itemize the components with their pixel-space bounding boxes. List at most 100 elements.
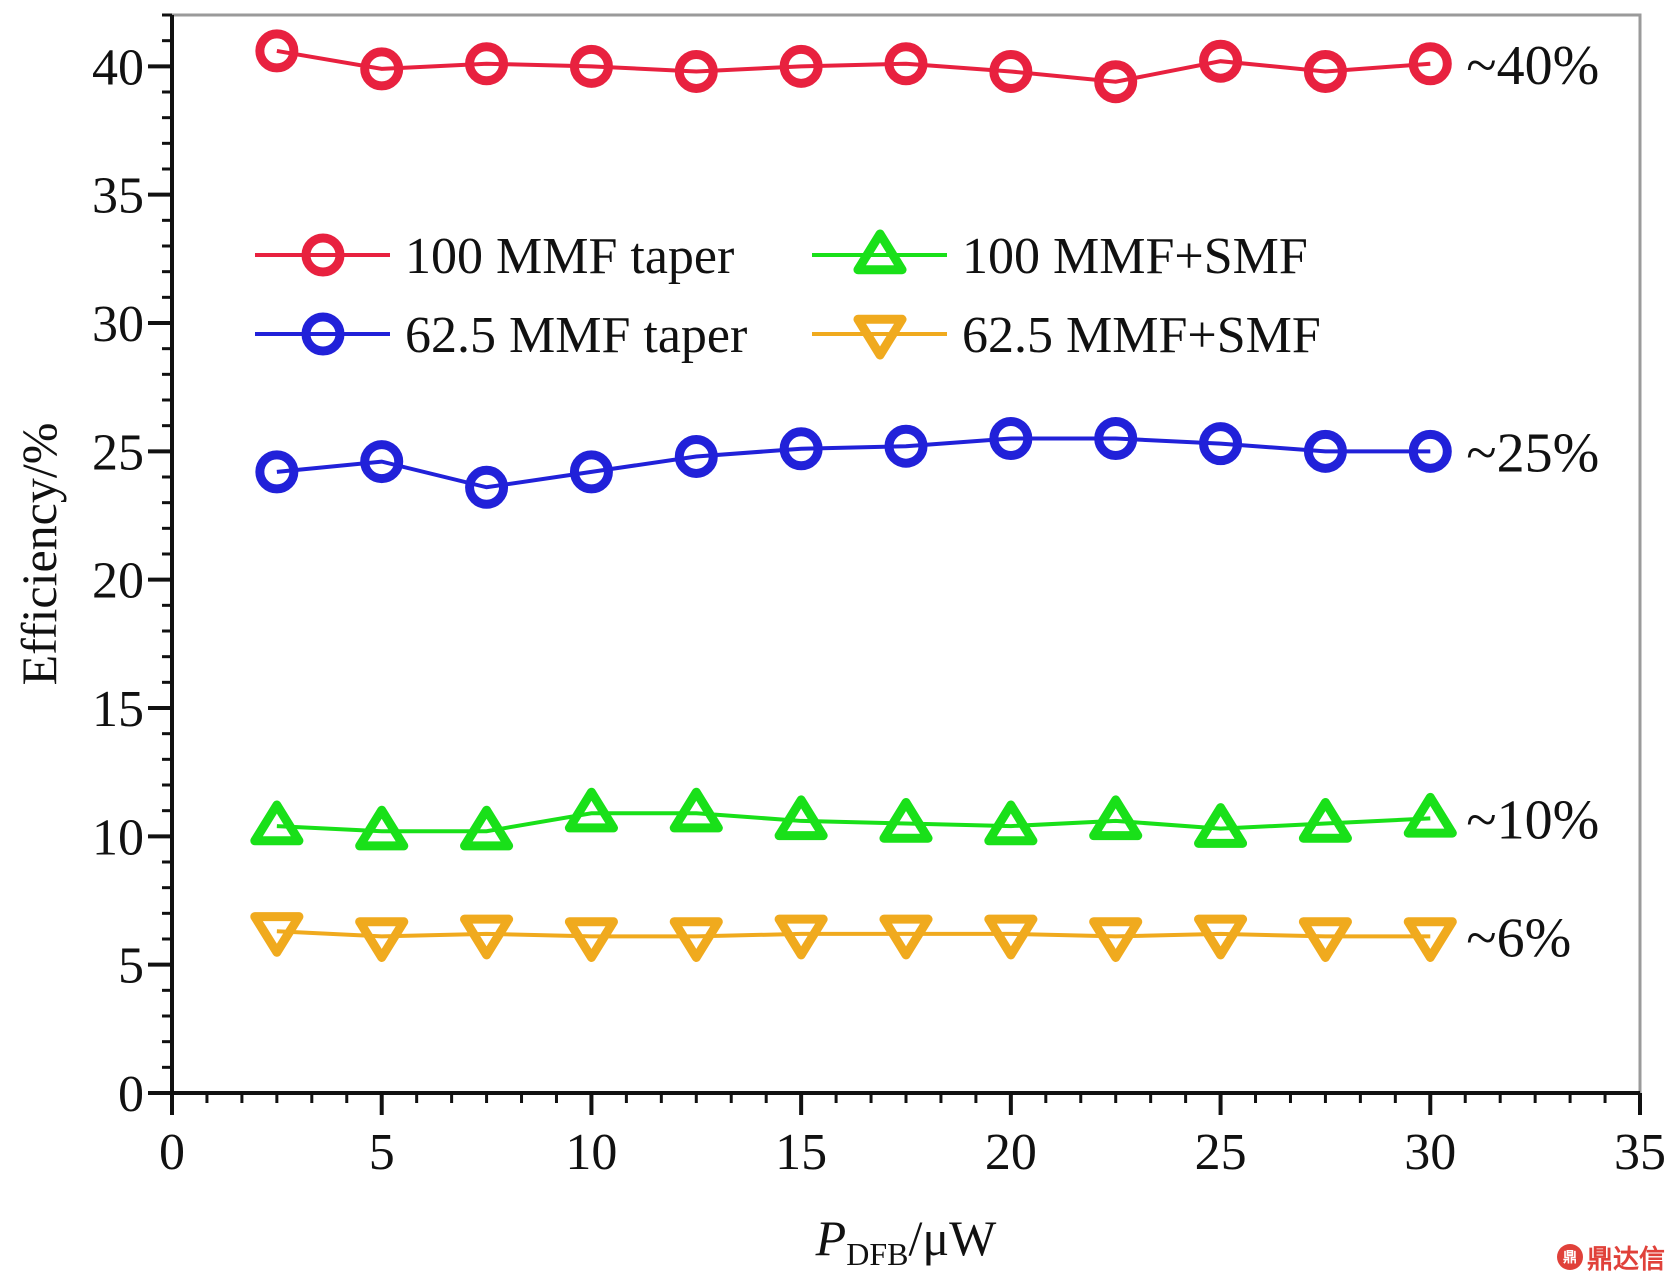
series-line bbox=[276, 48, 1431, 84]
x-tick-label: 0 bbox=[159, 1124, 185, 1181]
series-1 bbox=[255, 417, 1452, 509]
plot-frame bbox=[170, 13, 1642, 1095]
watermark-icon: 鼎 bbox=[1556, 1244, 1583, 1270]
data-point bbox=[1089, 917, 1143, 962]
data-point bbox=[360, 47, 404, 91]
legend-marker bbox=[853, 314, 907, 360]
data-point bbox=[879, 914, 933, 960]
series-annotation: ~25% bbox=[1466, 422, 1599, 484]
data-point bbox=[1199, 39, 1243, 83]
data-point bbox=[255, 29, 299, 73]
x-tick-label: 30 bbox=[1404, 1124, 1456, 1181]
series-line bbox=[276, 436, 1431, 490]
data-point bbox=[779, 427, 823, 471]
data-point bbox=[564, 787, 618, 833]
data-point bbox=[1199, 422, 1243, 466]
data-point bbox=[1303, 429, 1347, 473]
data-point bbox=[1298, 798, 1352, 843]
data-point bbox=[1403, 792, 1457, 838]
x-axis-title: PDFB/μW bbox=[815, 1210, 997, 1272]
series-line bbox=[276, 929, 1431, 939]
data-point bbox=[1408, 42, 1452, 86]
legend-label: 62.5 MMF+SMF bbox=[962, 307, 1321, 364]
data-point bbox=[250, 912, 304, 957]
watermark-text: 鼎达信 bbox=[1586, 1244, 1665, 1275]
data-point bbox=[984, 800, 1038, 846]
data-point bbox=[569, 450, 613, 494]
data-point bbox=[1303, 49, 1347, 93]
y-tick-label: 5 bbox=[118, 938, 144, 995]
data-point bbox=[779, 44, 823, 88]
data-point bbox=[255, 450, 299, 494]
x-axis-title-sub: DFB bbox=[846, 1236, 908, 1272]
data-point bbox=[355, 917, 409, 962]
data-point bbox=[1194, 914, 1248, 960]
data-point bbox=[674, 434, 718, 478]
data-point bbox=[884, 424, 928, 468]
y-tick-label: 15 bbox=[92, 681, 144, 738]
x-tick-label: 10 bbox=[565, 1124, 617, 1181]
data-point bbox=[1194, 803, 1248, 848]
x-tick-label: 15 bbox=[775, 1124, 827, 1181]
legend-label: 62.5 MMF taper bbox=[405, 307, 747, 364]
legend-label: 100 MMF+SMF bbox=[962, 228, 1308, 285]
data-point bbox=[989, 417, 1033, 460]
x-tick-label: 25 bbox=[1195, 1124, 1247, 1181]
data-point bbox=[569, 44, 613, 88]
legend-marker bbox=[301, 233, 345, 277]
legend-item: 100 MMF taper bbox=[255, 228, 734, 285]
data-point bbox=[564, 917, 618, 962]
data-point bbox=[884, 42, 928, 86]
series-0 bbox=[255, 29, 1452, 104]
series-annotation: ~10% bbox=[1466, 789, 1599, 851]
data-point bbox=[669, 787, 723, 833]
series-annotation: ~40% bbox=[1466, 35, 1599, 97]
data-point bbox=[1403, 917, 1457, 962]
data-point bbox=[1089, 795, 1143, 841]
y-tick-label: 25 bbox=[92, 424, 144, 481]
y-tick-label: 30 bbox=[92, 296, 144, 353]
series-annotation: ~6% bbox=[1466, 907, 1571, 969]
data-point bbox=[250, 800, 304, 846]
legend-item: 62.5 MMF+SMF bbox=[812, 307, 1321, 364]
data-point bbox=[669, 917, 723, 962]
legend-marker bbox=[301, 312, 345, 356]
y-tick-label: 10 bbox=[92, 809, 144, 866]
y-axis-title: Efficiency/% bbox=[11, 423, 67, 686]
data-point bbox=[989, 49, 1033, 93]
legend-label: 100 MMF taper bbox=[405, 228, 734, 285]
data-point bbox=[1298, 917, 1352, 962]
x-axis-title-main: P bbox=[815, 1210, 847, 1266]
data-point bbox=[360, 440, 404, 484]
legend-marker bbox=[853, 229, 907, 275]
data-point bbox=[879, 798, 933, 843]
data-point bbox=[674, 49, 718, 93]
x-tick-label: 20 bbox=[985, 1124, 1037, 1181]
data-point bbox=[984, 914, 1038, 960]
data-point bbox=[774, 914, 828, 960]
data-point bbox=[460, 914, 514, 960]
y-tick-label: 35 bbox=[92, 168, 144, 225]
data-point bbox=[1094, 60, 1138, 104]
y-tick-label: 40 bbox=[92, 39, 144, 96]
y-tick-label: 0 bbox=[118, 1066, 144, 1123]
x-tick-label: 35 bbox=[1614, 1124, 1666, 1181]
data-point bbox=[460, 805, 514, 851]
watermark-logo: 鼎 鼎达信 bbox=[1556, 1237, 1665, 1277]
x-tick-label: 5 bbox=[369, 1124, 395, 1181]
series-line bbox=[276, 811, 1431, 834]
data-point bbox=[1408, 429, 1452, 473]
series-3 bbox=[250, 912, 1457, 962]
legend: 100 MMF taper 100 MMF+SMF 62.5 MMF taper 62… bbox=[255, 228, 1321, 364]
series-2 bbox=[250, 787, 1457, 851]
legend-item: 100 MMF+SMF bbox=[812, 228, 1308, 285]
data-point bbox=[355, 805, 409, 851]
y-tick-label: 20 bbox=[92, 553, 144, 610]
x-axis-title-unit: /μW bbox=[908, 1210, 997, 1266]
legend-item: 62.5 MMF taper bbox=[255, 307, 747, 364]
data-point bbox=[465, 42, 509, 86]
data-point bbox=[465, 465, 509, 509]
data-point bbox=[774, 795, 828, 841]
